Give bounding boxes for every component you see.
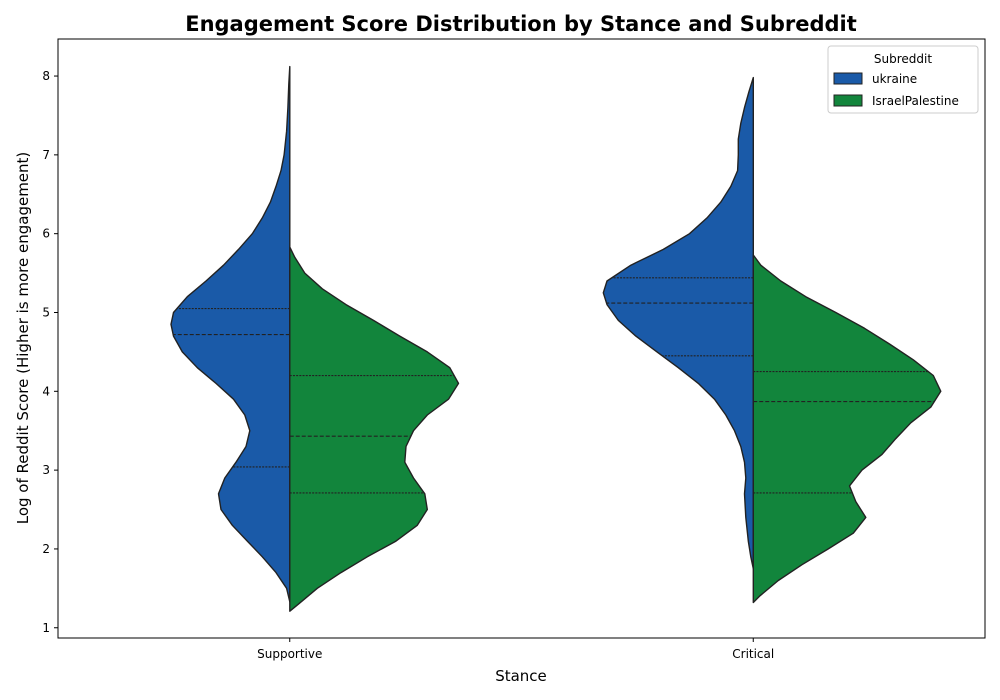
legend-box: [827, 45, 979, 114]
legend-swatch-israelpalestine: [833, 94, 863, 107]
y-axis-label: Log of Reddit Score (Higher is more enga…: [14, 152, 32, 525]
violin-group: [170, 65, 942, 612]
x-tick-label-critical: Critical: [732, 647, 774, 661]
x-axis-label: Stance: [495, 667, 547, 685]
legend-swatch-ukraine: [833, 72, 863, 85]
y-tick-label: 1: [42, 621, 50, 635]
y-tick-label: 3: [42, 463, 50, 477]
y-tick-label: 8: [42, 69, 50, 83]
y-tick-label: 2: [42, 542, 50, 556]
legend-label-ukraine: ukraine: [872, 72, 917, 86]
chart-title: Engagement Score Distribution by Stance …: [185, 12, 857, 36]
y-axis: 1 2 3 4 5 6 7 8: [42, 69, 58, 635]
x-tick-label-supportive: Supportive: [257, 647, 322, 661]
legend-label-israelpalestine: IsraelPalestine: [872, 94, 959, 108]
plot-frame: [57, 38, 986, 639]
legend: Subreddit ukraine IsraelPalestine: [827, 45, 979, 114]
y-tick-label: 4: [42, 384, 50, 398]
y-tick-label: 6: [42, 227, 50, 241]
violin-israelpalestine-critical: [752, 254, 942, 604]
y-tick-label: 7: [42, 148, 50, 162]
x-axis: Supportive Critical: [257, 638, 774, 661]
violin-ukraine-critical: [602, 76, 754, 570]
violin-israelpalestine-supportive: [289, 246, 460, 612]
legend-title: Subreddit: [874, 52, 932, 66]
y-tick-label: 5: [42, 305, 50, 319]
violin-ukraine-supportive: [170, 65, 291, 603]
